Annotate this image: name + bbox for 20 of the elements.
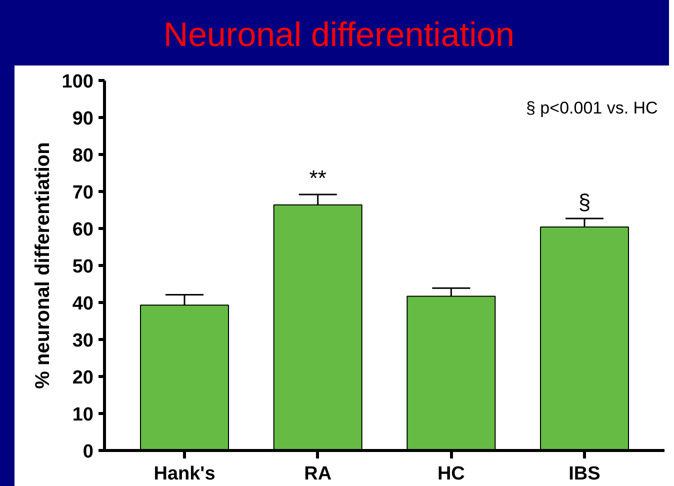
annotation: § (578, 190, 591, 215)
y-tick-label: 0 (82, 442, 94, 462)
y-tick-label: 20 (72, 368, 94, 388)
y-tick-label: 80 (72, 146, 94, 166)
x-tick-label: RA (304, 464, 332, 484)
y-tick-label: 100 (62, 72, 94, 92)
y-tick-label: 50 (72, 256, 94, 278)
y-tick-label: 90 (72, 108, 94, 130)
chart-title: Neuronal differentiation (164, 15, 514, 56)
y-tick-label: 30 (72, 330, 94, 352)
annotation: § p<0.001 vs. HC (526, 98, 658, 118)
y-tick-label: 60 (72, 220, 94, 240)
y-axis-title: % neuronal differentiation (32, 142, 54, 389)
x-tick-label: HC (437, 464, 466, 484)
x-tick-label: IBS (568, 464, 600, 484)
x-tick-label: Hank's (154, 464, 216, 484)
annotation: ** (309, 165, 327, 190)
y-tick-label: 10 (72, 404, 94, 426)
y-tick-label: 70 (72, 182, 94, 204)
y-tick-label: 40 (72, 294, 94, 314)
